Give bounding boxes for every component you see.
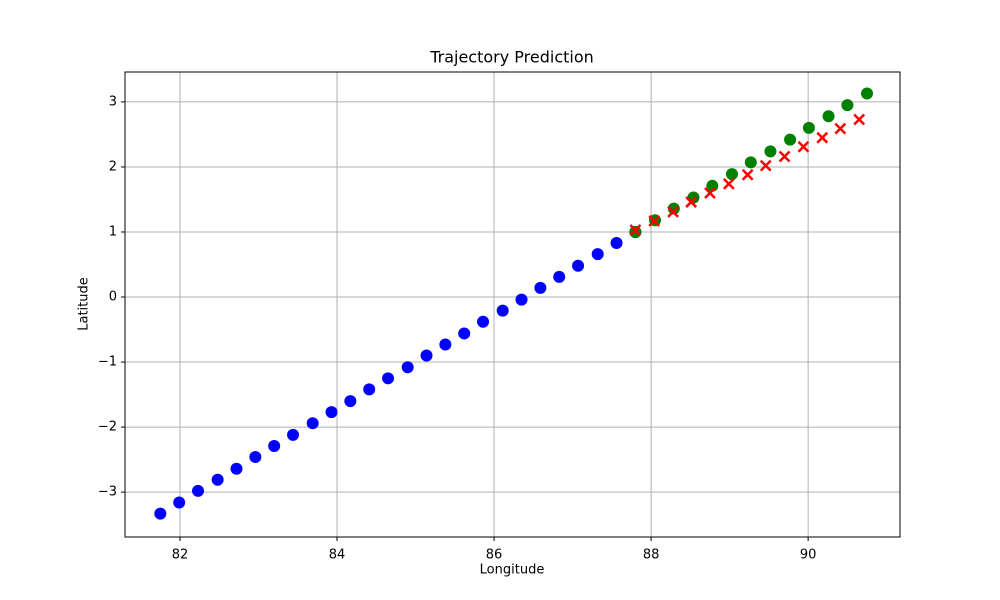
point (685, 196, 698, 208)
point (744, 156, 757, 169)
point (496, 304, 509, 317)
point (725, 168, 738, 181)
point (861, 87, 874, 100)
point (834, 122, 847, 135)
point (458, 327, 471, 340)
y-tick-label: 1 (109, 224, 117, 239)
point (515, 293, 528, 306)
point (325, 406, 338, 419)
point (306, 417, 319, 430)
y-tick-label: 3 (109, 94, 117, 109)
point (211, 473, 224, 486)
point (268, 439, 281, 452)
point (797, 140, 810, 153)
point (591, 248, 604, 261)
point (439, 338, 452, 351)
x-tick-label: 86 (486, 548, 503, 563)
point (648, 215, 661, 227)
y-tick-label: −2 (98, 420, 117, 435)
point (784, 133, 797, 146)
point (816, 131, 829, 144)
point (853, 113, 866, 126)
point (802, 121, 815, 134)
y-tick-label: −1 (98, 355, 117, 370)
point (572, 259, 585, 272)
point (401, 361, 414, 374)
point (553, 270, 566, 283)
point (667, 205, 679, 218)
point (154, 507, 167, 520)
y-axis-label: Latitude (77, 277, 92, 331)
series (154, 225, 642, 520)
point (722, 177, 735, 190)
point (230, 462, 243, 475)
point (778, 150, 791, 163)
chart-title: Trajectory Prediction (429, 48, 594, 67)
x-tick-label: 82 (172, 548, 189, 563)
point (741, 168, 754, 181)
y-tick-label: 0 (109, 290, 117, 305)
point (534, 281, 547, 294)
point (287, 428, 300, 441)
point (477, 315, 490, 328)
point (629, 224, 642, 236)
point (667, 202, 680, 215)
point (704, 187, 716, 199)
point (610, 237, 623, 250)
x-tick-label: 90 (800, 548, 817, 563)
point (173, 496, 186, 509)
point (841, 99, 854, 112)
series (629, 113, 866, 236)
x-tick-label: 84 (329, 548, 346, 563)
point (363, 383, 376, 396)
point (764, 145, 777, 158)
point (382, 372, 395, 385)
point (344, 395, 357, 408)
plot-frame (124, 71, 901, 538)
x-tick-label: 88 (643, 548, 660, 563)
x-axis-label: Longitude (480, 563, 545, 578)
point (192, 484, 205, 497)
point (822, 110, 835, 123)
point (759, 159, 772, 172)
point (249, 451, 262, 464)
y-tick-label: 2 (109, 159, 117, 174)
point (420, 349, 433, 362)
point (629, 225, 642, 238)
y-tick-label: −3 (98, 485, 117, 500)
